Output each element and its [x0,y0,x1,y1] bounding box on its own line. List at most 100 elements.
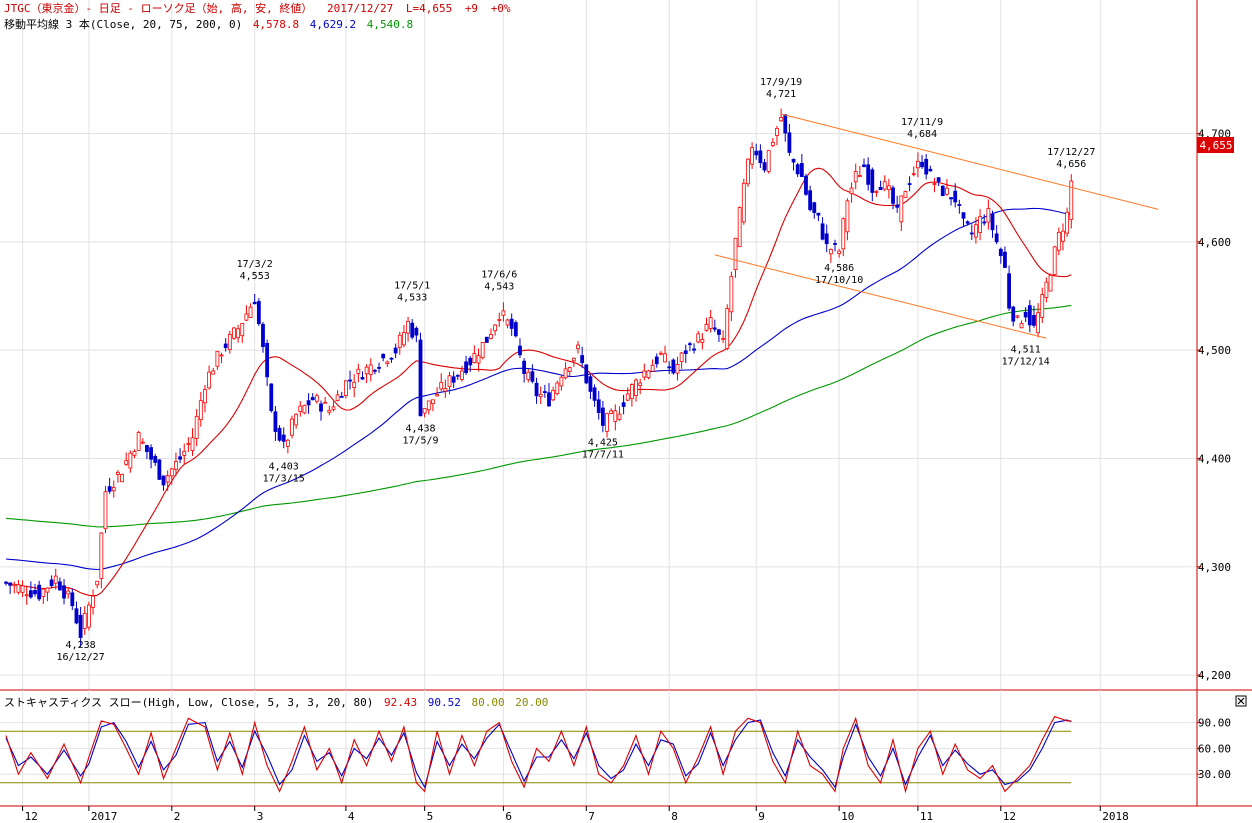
candle [314,393,319,404]
candle [609,408,614,415]
header-change: +9 [465,2,478,15]
chart-header: JTGC（東京金）- 日足 - ローソク足（始, 高, 安, 終値） 2017/… [4,1,511,31]
candle [269,383,274,413]
candle [360,371,365,380]
annotation-label: 17/3/15 [263,473,305,484]
candle [364,364,369,384]
candle [57,577,62,591]
annotation-label: 4,721 [766,89,796,100]
candle [343,379,348,399]
candle [397,331,402,355]
candle [717,328,721,343]
time-tick-label: 4 [348,810,355,823]
candle [132,449,137,459]
candle [476,348,481,372]
candle [1007,265,1011,311]
candle [617,406,622,421]
time-tick-label: 8 [671,810,678,823]
candle [505,318,510,329]
candle [111,480,116,498]
candle [920,155,924,169]
candle [335,390,340,402]
time-tick-label: 5 [427,810,434,823]
candle [1048,273,1053,292]
candle [174,452,178,476]
candle [393,343,398,359]
candle [256,298,261,326]
header-pct: +0% [491,2,511,15]
candle [1011,305,1016,327]
candle [261,322,265,353]
candle [600,400,605,433]
svg-text:JTGC（東京金）- 日足 - ローソク足（始, 高, 安,: JTGC（東京金）- 日足 - ローソク足（始, 高, 安, 終値） 2017/… [4,1,511,15]
candle [273,406,278,441]
time-tick-label: 9 [758,810,765,823]
candle [928,165,933,172]
candle [820,217,825,241]
candle [895,195,900,213]
candle [916,152,920,178]
candle [1061,223,1065,251]
candle [642,363,647,381]
candle [447,372,452,395]
candle [940,185,945,197]
time-axis: 12 2017 2 3 4 5 6 7 8 9 10 11 12 2018 [22,806,1129,823]
candle [530,364,535,384]
candle [659,351,663,356]
trendline-lower[interactable] [714,254,1047,339]
candle [24,585,29,605]
candle [974,217,978,244]
candle [8,582,13,594]
candle [588,374,593,400]
time-tick-label: 11 [920,810,933,823]
candle [696,330,701,344]
ma200-line [5,304,1072,528]
price-tick-label: 4,300 [1198,561,1231,574]
candle [323,397,328,404]
candle [82,606,87,635]
candle [824,224,829,253]
trendline-upper[interactable] [780,113,1159,210]
candle [791,158,796,171]
annotation-label: 17/5/9 [402,435,438,446]
candle [547,383,551,407]
stochastic-axis: 30.00 60.00 90.00 [1197,717,1231,781]
candle [799,154,804,178]
time-tick-label: 2018 [1102,810,1129,823]
candle [522,358,527,383]
candle [489,328,493,340]
candle [907,176,912,192]
candle [472,345,477,364]
candle [945,179,949,196]
stochastic-panel[interactable] [0,690,1197,806]
candle [211,367,216,375]
time-tick-label: 2 [174,810,181,823]
candle [66,586,71,599]
candle [294,413,299,429]
candle [91,589,95,615]
stoch-lo-value: 20.00 [515,696,548,709]
candle [978,209,982,241]
stochastic-k-path [5,715,1072,794]
candle [629,383,634,407]
candle [700,333,705,350]
candle [729,271,734,322]
candle [165,470,170,491]
candle [422,408,427,418]
candle [136,430,141,451]
trendlines[interactable] [714,113,1159,339]
candle [402,325,406,348]
close-icon[interactable] [1235,695,1247,707]
candle [377,362,381,373]
candle [513,320,518,338]
candle [331,401,336,412]
candle [439,373,444,392]
candle [762,158,767,173]
candle [49,575,54,588]
candle [551,386,556,402]
candle [857,165,862,178]
ma75-line [5,207,1072,571]
candle [1040,287,1045,324]
